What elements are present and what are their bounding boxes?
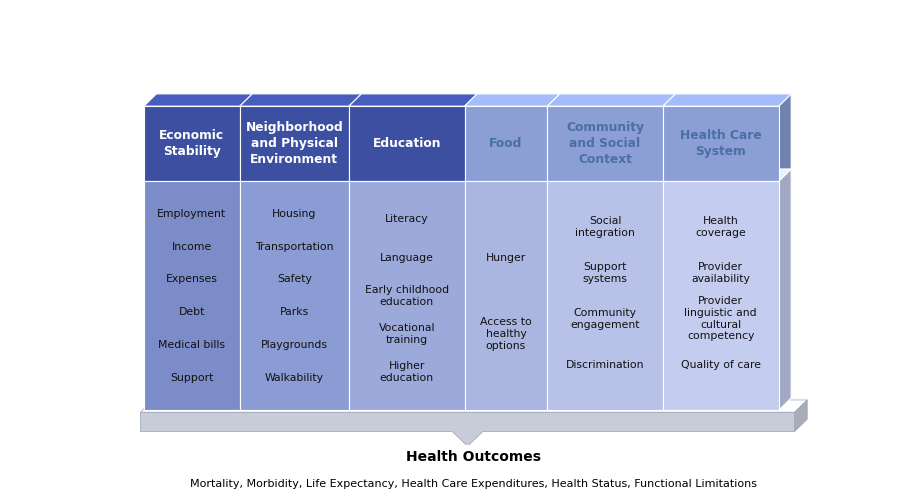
- Polygon shape: [144, 169, 252, 181]
- Polygon shape: [140, 400, 807, 412]
- Text: Provider
availability: Provider availability: [691, 262, 751, 283]
- Polygon shape: [663, 94, 791, 106]
- Polygon shape: [349, 169, 362, 410]
- Text: Support
systems: Support systems: [582, 262, 627, 283]
- Text: Vocational
training: Vocational training: [379, 323, 435, 345]
- Text: Access to
healthy
options: Access to healthy options: [480, 318, 532, 350]
- Text: Mortality, Morbidity, Life Expectancy, Health Care Expenditures, Health Status, : Mortality, Morbidity, Life Expectancy, H…: [190, 480, 757, 490]
- Text: Playgrounds: Playgrounds: [261, 340, 328, 350]
- Polygon shape: [349, 94, 477, 106]
- Text: Food: Food: [490, 137, 523, 150]
- Polygon shape: [778, 169, 791, 410]
- Bar: [349, 106, 464, 182]
- Polygon shape: [239, 94, 362, 106]
- Polygon shape: [547, 94, 676, 106]
- Text: Neighborhood
and Physical
Environment: Neighborhood and Physical Environment: [246, 121, 343, 166]
- Polygon shape: [547, 94, 560, 182]
- Polygon shape: [547, 169, 676, 181]
- Polygon shape: [663, 94, 676, 182]
- Text: Literacy: Literacy: [385, 214, 428, 224]
- Text: Discrimination: Discrimination: [566, 360, 644, 370]
- Polygon shape: [778, 94, 791, 182]
- Text: Health
coverage: Health coverage: [696, 216, 746, 238]
- Bar: [547, 106, 663, 182]
- Text: Medical bills: Medical bills: [158, 340, 225, 350]
- Polygon shape: [349, 169, 477, 181]
- Text: Health Outcomes: Health Outcomes: [406, 450, 541, 464]
- Polygon shape: [140, 412, 795, 446]
- Bar: [663, 106, 778, 182]
- Text: Hunger: Hunger: [486, 252, 526, 262]
- Text: Income: Income: [172, 242, 212, 252]
- Bar: [663, 182, 778, 410]
- Bar: [464, 106, 547, 182]
- Bar: [144, 106, 239, 182]
- Polygon shape: [795, 400, 807, 432]
- Text: Health Care
System: Health Care System: [680, 129, 761, 158]
- Text: Quality of care: Quality of care: [680, 360, 760, 370]
- Polygon shape: [239, 169, 362, 181]
- Text: Housing: Housing: [272, 209, 317, 219]
- Polygon shape: [663, 169, 676, 410]
- Text: Expenses: Expenses: [166, 274, 218, 284]
- Text: Debt: Debt: [178, 307, 205, 317]
- Bar: [144, 182, 239, 410]
- Text: Employment: Employment: [158, 209, 227, 219]
- Bar: [239, 106, 349, 182]
- Polygon shape: [144, 94, 252, 106]
- Polygon shape: [239, 169, 252, 410]
- Text: Transportation: Transportation: [255, 242, 334, 252]
- Text: Economic
Stability: Economic Stability: [159, 129, 224, 158]
- Text: Parks: Parks: [280, 307, 309, 317]
- Polygon shape: [239, 94, 252, 182]
- Polygon shape: [464, 169, 560, 181]
- Text: Community
and Social
Context: Community and Social Context: [566, 121, 644, 166]
- Polygon shape: [464, 169, 477, 410]
- Polygon shape: [464, 94, 560, 106]
- Text: Higher
education: Higher education: [380, 362, 434, 383]
- Text: Support: Support: [170, 372, 213, 382]
- Text: Community
engagement: Community engagement: [571, 308, 640, 330]
- Text: Safety: Safety: [277, 274, 311, 284]
- Polygon shape: [349, 94, 362, 182]
- Bar: [239, 182, 349, 410]
- Bar: [464, 182, 547, 410]
- Text: Education: Education: [373, 137, 441, 150]
- Polygon shape: [464, 94, 477, 182]
- Text: Early childhood
education: Early childhood education: [364, 285, 449, 306]
- Text: Provider
linguistic and
cultural
competency: Provider linguistic and cultural compete…: [684, 296, 757, 341]
- Polygon shape: [547, 169, 560, 410]
- Text: Walkability: Walkability: [265, 372, 324, 382]
- Polygon shape: [663, 169, 791, 181]
- Bar: [349, 182, 464, 410]
- Text: Social
integration: Social integration: [575, 216, 635, 238]
- Bar: [547, 182, 663, 410]
- Text: Language: Language: [380, 252, 434, 262]
